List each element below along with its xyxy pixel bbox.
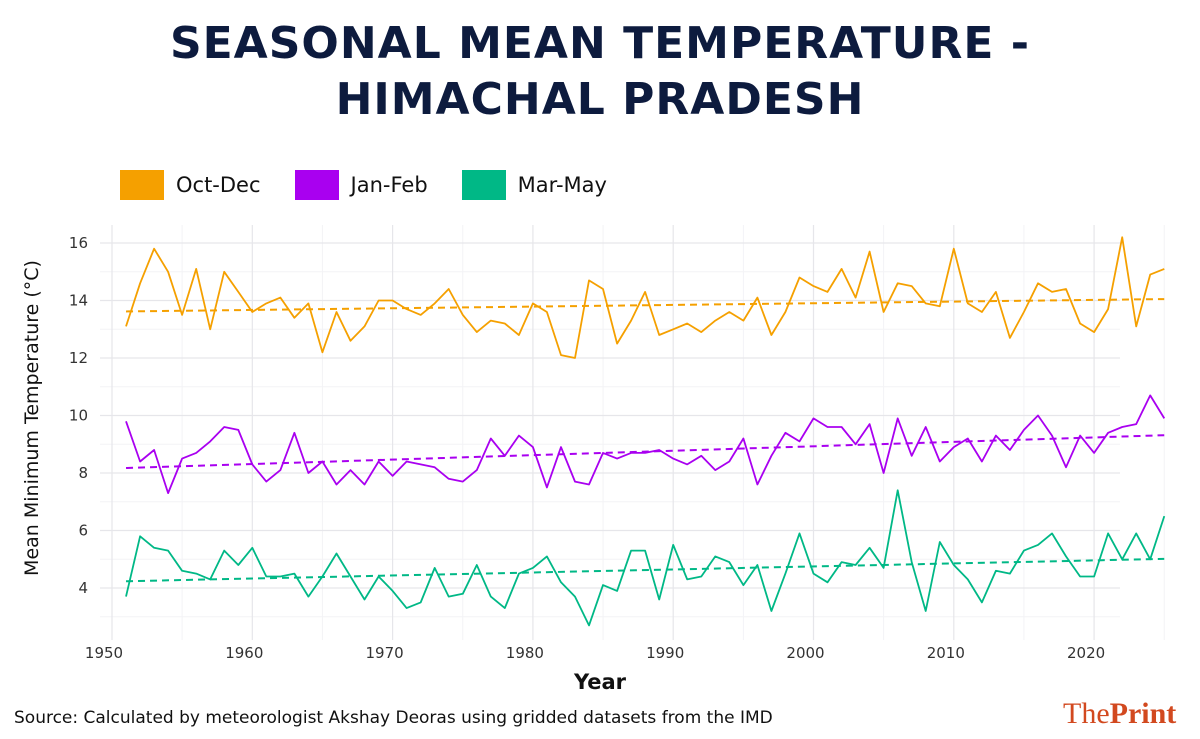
- legend-item-mar-may: Mar-May: [461, 170, 607, 200]
- legend-swatch-jan-feb: [294, 170, 339, 200]
- x-tick-label: 1980: [506, 644, 544, 662]
- legend-item-oct-dec: Oct-Dec: [120, 170, 261, 200]
- y-tick-label: 10: [69, 407, 88, 425]
- x-tick-label: 2010: [927, 644, 965, 662]
- trend-line-mar-may: [126, 557, 1165, 583]
- y-axis-label: Mean Minimum Temperature (°C): [21, 260, 43, 576]
- legend-label: Mar-May: [517, 173, 607, 197]
- x-tick-label: 1990: [646, 644, 684, 662]
- y-tick-label: 8: [78, 464, 88, 482]
- x-axis-label: Year: [573, 670, 627, 694]
- x-tick-label: 2020: [1067, 644, 1105, 662]
- chart-title-line-1: SEASONAL MEAN TEMPERATURE -: [169, 18, 1031, 69]
- logo-print: Print: [1109, 697, 1177, 730]
- theprint-logo: ThePrint: [1063, 697, 1176, 731]
- y-tick-label: 4: [78, 579, 88, 597]
- legend-label: Jan-Feb: [350, 173, 428, 197]
- y-tick-label: 16: [69, 234, 88, 252]
- series-line-oct-dec: [125, 236, 1165, 359]
- series-line-jan-feb: [125, 394, 1166, 495]
- series-line-mar-may: [125, 489, 1166, 627]
- y-tick-label: 12: [69, 349, 88, 367]
- legend-swatch-mar-may: [461, 170, 506, 200]
- x-tick-label: 1970: [366, 644, 404, 662]
- trend-line-jan-feb: [125, 434, 1165, 470]
- legend: Oct-Dec Jan-Feb Mar-May: [120, 170, 641, 200]
- trend-line-oct-dec: [126, 298, 1165, 313]
- legend-label: Oct-Dec: [176, 173, 261, 197]
- legend-swatch-oct-dec: [120, 170, 164, 200]
- source-note: Source: Calculated by meteorologist Aksh…: [14, 708, 773, 728]
- legend-item-jan-feb: Jan-Feb: [294, 170, 428, 200]
- y-tick-label: 6: [78, 522, 88, 540]
- x-tick-label: 1950: [85, 644, 123, 662]
- x-tick-label: 1960: [225, 644, 263, 662]
- y-tick-label: 14: [69, 292, 88, 310]
- x-tick-label: 2000: [786, 644, 824, 662]
- chart-title-line-2: HIMACHAL PRADESH: [335, 74, 865, 125]
- logo-the: The: [1063, 697, 1110, 730]
